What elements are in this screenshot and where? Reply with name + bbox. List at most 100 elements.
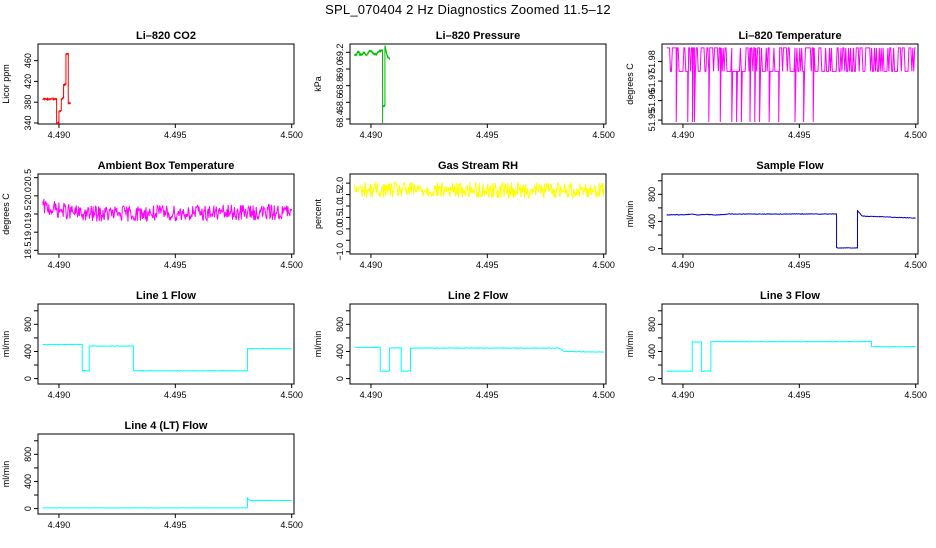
plot-frame (349, 43, 607, 125)
y-tick-label: 69.2 (335, 44, 345, 62)
x-tick-label: 4.490 (48, 390, 71, 400)
chart-title: Li–820 Temperature (738, 30, 841, 42)
x-tick-label: 4.500 (904, 390, 927, 400)
y-axis-label: percent (313, 198, 323, 229)
y-tick-label: 51.98 (647, 50, 657, 73)
y-axis-label: degrees C (1, 193, 11, 235)
series-line-rh (354, 180, 605, 200)
y-tick-label: 400 (23, 474, 33, 489)
x-tick-label: 4.495 (476, 260, 499, 270)
chart-svg: Line 3 Flow ml/min 4.490 4.495 4.500 0 400 800 (625, 290, 927, 400)
plot-frame (661, 173, 919, 255)
y-tick-label: 51.95 (647, 109, 657, 132)
x-tick-label: 4.500 (592, 390, 615, 400)
chart-panel-3: Li–820 Temperature degrees C 4.490 4.495 4.5… (624, 28, 936, 158)
chart-title: Ambient Box Temperature (98, 160, 235, 172)
chart-svg: Gas Stream RH percent 4.490 4.495 4.500 −1.0 0… (313, 160, 615, 270)
x-tick-label: 4.490 (48, 260, 71, 270)
series-line-sample-flow (666, 209, 916, 249)
y-tick-label: 51.97 (647, 70, 657, 93)
y-tick-label: 68.8 (335, 77, 345, 95)
y-tick-label: 51.96 (647, 89, 657, 112)
plot-frame (661, 43, 919, 125)
y-tick-label: 1.5 (335, 188, 345, 201)
plot-frame (661, 303, 919, 385)
y-axis-label: Licor ppm (1, 64, 11, 104)
y-tick-label: 20.0 (23, 187, 33, 205)
y-axis-label: kPa (313, 76, 323, 92)
y-tick-label: 800 (647, 317, 657, 332)
y-tick-label: 2.0 (335, 177, 345, 190)
x-tick-label: 4.500 (280, 260, 303, 270)
chart-svg: Line 2 Flow ml/min 4.490 4.495 4.500 0 400 800 (313, 290, 615, 400)
x-tick-label: 4.495 (788, 390, 811, 400)
plot-frame (37, 303, 295, 385)
y-tick-label: 0.5 (335, 211, 345, 224)
chart-panel-1: Li–820 CO2 Licor ppm 4.490 4.495 4.500 340 380… (0, 28, 312, 158)
plot-frame (349, 303, 607, 385)
y-tick-label: 800 (23, 317, 33, 332)
y-tick-label: 68.6 (335, 94, 345, 112)
y-tick-label: 19.5 (23, 205, 33, 223)
x-tick-label: 4.490 (672, 130, 695, 140)
y-tick-label: 1.0 (335, 200, 345, 213)
y-tick-label: 800 (647, 187, 657, 202)
y-tick-label: −1.0 (335, 243, 345, 261)
chart-panel-9: Line 3 Flow ml/min 4.490 4.495 4.500 0 400 800 (624, 288, 936, 418)
y-tick-label: 400 (647, 214, 657, 229)
series-line-pressure (354, 45, 391, 124)
y-tick-label: 0 (23, 506, 33, 511)
chart-panel-10: Line 4 (LT) Flow ml/min 4.490 4.495 4.500 0 40… (0, 418, 312, 548)
y-tick-label: 69.0 (335, 60, 345, 78)
x-tick-label: 4.500 (592, 130, 615, 140)
plot-frame (37, 43, 295, 125)
x-tick-label: 4.495 (164, 130, 187, 140)
plot-frame (349, 173, 607, 255)
chart-panel-5: Gas Stream RH percent 4.490 4.495 4.500 −1.0 0… (312, 158, 624, 288)
x-tick-label: 4.500 (592, 260, 615, 270)
chart-title: Li–820 CO2 (136, 30, 196, 42)
y-axis-label: degrees C (625, 63, 635, 105)
series-line-co2 (42, 52, 72, 124)
y-tick-label: 68.4 (335, 110, 345, 128)
y-tick-label: 800 (23, 447, 33, 462)
chart-panel-7: Line 1 Flow ml/min 4.490 4.495 4.500 0 400 800 (0, 288, 312, 418)
x-tick-label: 4.490 (360, 130, 383, 140)
x-tick-label: 4.495 (164, 390, 187, 400)
y-tick-label: 0 (647, 376, 657, 381)
x-tick-label: 4.490 (48, 130, 71, 140)
figure-title: SPL_070404 2 Hz Diagnostics Zoomed 11.5–… (325, 2, 611, 17)
x-tick-label: 4.490 (360, 390, 383, 400)
series-line-line-1 (42, 343, 292, 372)
y-tick-label: 400 (23, 344, 33, 359)
chart-panel-8: Line 2 Flow ml/min 4.490 4.495 4.500 0 400 800 (312, 288, 624, 418)
series-line-line-3 (666, 340, 916, 373)
series-line-temperature (666, 47, 916, 123)
series-line-line-2 (354, 346, 604, 373)
y-tick-label: 0.0 (335, 223, 345, 236)
series-line-box-temperature (42, 198, 293, 223)
x-tick-label: 4.495 (476, 390, 499, 400)
y-axis-label: ml/min (1, 461, 11, 488)
y-tick-label: 18.5 (23, 242, 33, 260)
chart-svg: Li–820 Temperature degrees C 4.490 4.495 4.5… (625, 30, 927, 140)
x-tick-label: 4.500 (280, 130, 303, 140)
x-tick-label: 4.500 (280, 520, 303, 530)
chart-title: Line 3 Flow (760, 290, 820, 302)
chart-title: Li–820 Pressure (436, 30, 520, 42)
y-axis-label: ml/min (313, 331, 323, 358)
x-tick-label: 4.490 (360, 260, 383, 270)
x-tick-label: 4.495 (788, 260, 811, 270)
x-tick-label: 4.495 (788, 130, 811, 140)
chart-svg: Li–820 CO2 Licor ppm 4.490 4.495 4.500 340 380… (1, 30, 303, 140)
chart-svg: Line 4 (LT) Flow ml/min 4.490 4.495 4.500 0 40… (1, 420, 303, 530)
x-tick-label: 4.495 (476, 130, 499, 140)
chart-title: Line 4 (LT) Flow (125, 420, 208, 432)
y-axis-label: ml/min (625, 331, 635, 358)
y-tick-label: 460 (23, 53, 33, 68)
chart-panel-2: Li–820 Pressure kPa 4.490 4.495 4.500 68.4 68.… (312, 28, 624, 158)
chart-svg: Ambient Box Temperature degrees C 4.490 4.4… (1, 160, 303, 270)
y-tick-label: 0 (647, 246, 657, 251)
y-tick-label: 0 (23, 376, 33, 381)
x-tick-label: 4.495 (164, 260, 187, 270)
